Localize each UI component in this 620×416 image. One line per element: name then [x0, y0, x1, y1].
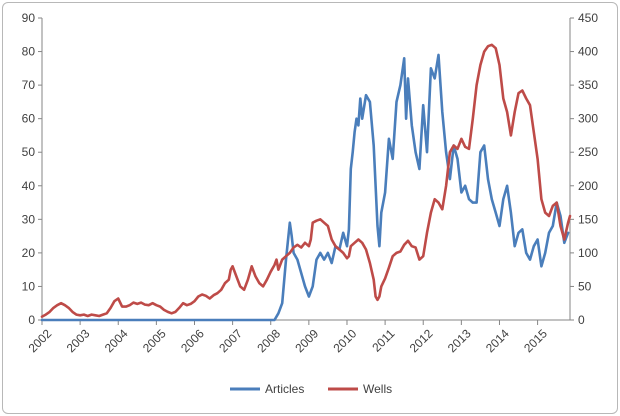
right-axis-ticks: 0 50 100 150 200 250 300 350 400 450 — [570, 11, 598, 327]
x-tick-label: 2005 — [140, 326, 169, 355]
x-tick-label: 2013 — [445, 326, 474, 355]
left-tick-label: 10 — [22, 279, 36, 293]
right-tick-label: 0 — [578, 313, 585, 327]
x-tick-label: 2002 — [26, 326, 55, 355]
series-lines — [40, 43, 572, 322]
left-axis-ticks: 0 10 20 30 40 50 60 70 80 90 — [22, 11, 42, 327]
x-tick-label: 2014 — [483, 326, 512, 355]
x-tick-label: 2006 — [178, 326, 207, 355]
x-tick-label: 2004 — [102, 326, 131, 355]
legend-label: Articles — [265, 382, 304, 396]
x-tick-label: 2003 — [64, 326, 93, 355]
right-tick-label: 100 — [578, 246, 598, 260]
x-tick-label: 2008 — [254, 326, 283, 355]
legend-item-wells: Wells — [328, 382, 392, 396]
left-tick-label: 70 — [22, 78, 36, 92]
x-tick-label: 2007 — [216, 326, 245, 355]
right-tick-label: 300 — [578, 112, 598, 126]
right-tick-label: 150 — [578, 212, 598, 226]
x-tick-label: 2010 — [331, 326, 360, 355]
legend-label: Wells — [363, 382, 392, 396]
right-tick-label: 250 — [578, 145, 598, 159]
x-tick-label: 2015 — [521, 326, 550, 355]
x-tick-label: 2011 — [369, 326, 397, 354]
left-tick-label: 50 — [22, 145, 36, 159]
legend-item-articles: Articles — [230, 382, 304, 396]
left-tick-label: 40 — [22, 179, 36, 193]
right-tick-label: 350 — [578, 78, 598, 92]
series-line-wells — [40, 43, 572, 318]
left-tick-label: 60 — [22, 112, 36, 126]
left-tick-label: 0 — [28, 313, 35, 327]
right-tick-label: 400 — [578, 45, 598, 59]
left-tick-label: 90 — [22, 11, 36, 25]
left-tick-label: 30 — [22, 212, 36, 226]
right-tick-label: 450 — [578, 11, 598, 25]
legend: Articles Wells — [230, 382, 392, 396]
x-tick-label: 2012 — [407, 326, 436, 355]
x-tick-label: 2009 — [292, 326, 321, 355]
left-tick-label: 80 — [22, 45, 36, 59]
right-tick-label: 50 — [578, 279, 592, 293]
left-tick-label: 20 — [22, 246, 36, 260]
axes — [41, 18, 571, 321]
right-tick-label: 200 — [578, 179, 598, 193]
x-axis-ticks: 2002 2003 2004 2005 2006 2007 2008 2009 2010 2011… — [26, 320, 550, 355]
series-line-articles — [40, 53, 570, 322]
